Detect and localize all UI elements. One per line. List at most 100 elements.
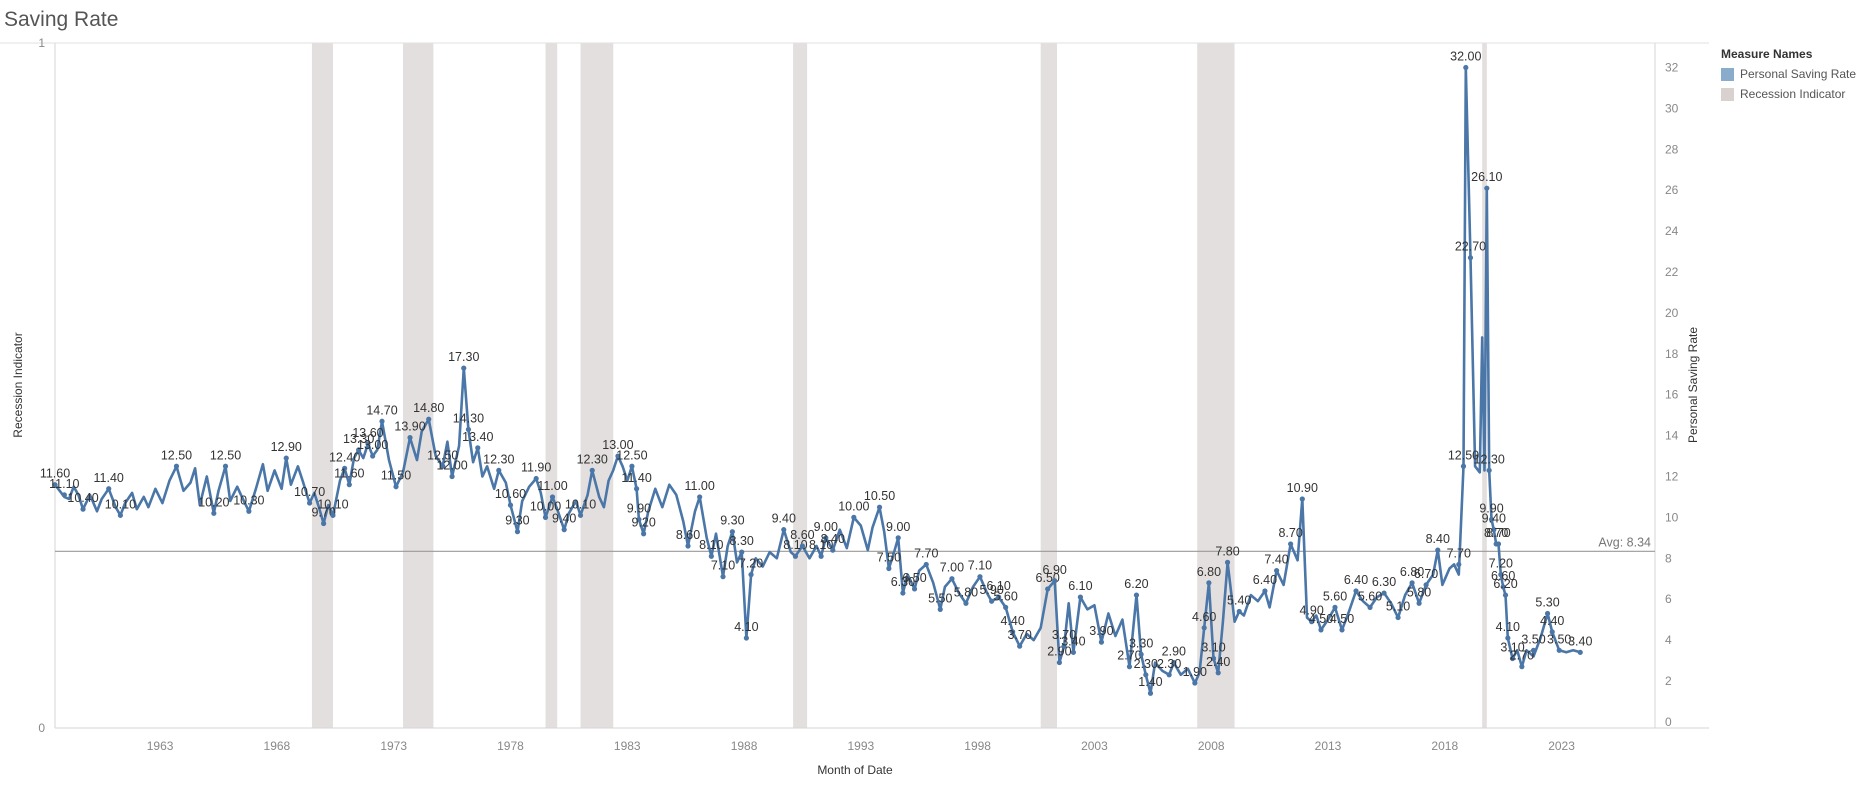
data-point-68[interactable] (1003, 604, 1009, 610)
data-point-59[interactable] (900, 590, 906, 596)
data-point-50[interactable] (792, 553, 799, 559)
data-point-113[interactable] (1486, 467, 1492, 473)
data-point-90[interactable] (1224, 559, 1231, 565)
data-point-126[interactable] (1549, 629, 1555, 635)
data-point-23[interactable] (449, 473, 455, 480)
data-point-25[interactable] (465, 426, 472, 433)
data-point-24[interactable] (461, 365, 467, 371)
data-point-114[interactable] (1488, 516, 1495, 523)
data-point-108[interactable] (1456, 561, 1462, 568)
data-point-37[interactable] (629, 463, 635, 469)
data-point-11[interactable] (321, 520, 327, 527)
data-point-21[interactable] (426, 416, 432, 422)
data-point-10[interactable] (306, 500, 313, 506)
data-point-20[interactable] (407, 435, 413, 441)
data-point-70[interactable] (1017, 643, 1023, 649)
data-point-88[interactable] (1210, 655, 1217, 662)
data-point-36[interactable] (615, 453, 621, 459)
data-point-124[interactable] (1530, 647, 1537, 653)
data-point-104[interactable] (1409, 580, 1415, 586)
data-point-1[interactable] (61, 492, 67, 498)
data-point-61[interactable] (923, 561, 929, 568)
legend-item-recession[interactable]: Recession Indicator (1721, 84, 1856, 104)
data-point-107[interactable] (1435, 547, 1441, 553)
data-point-92[interactable] (1262, 588, 1268, 594)
data-point-72[interactable] (1052, 578, 1058, 584)
data-point-83[interactable] (1171, 659, 1177, 666)
data-point-85[interactable] (1192, 680, 1198, 686)
data-point-103[interactable] (1395, 614, 1401, 621)
data-point-22[interactable] (440, 463, 446, 469)
data-point-19[interactable] (393, 484, 399, 490)
data-point-84[interactable] (1166, 672, 1172, 678)
data-point-80[interactable] (1138, 651, 1144, 657)
data-point-55[interactable] (851, 514, 857, 520)
data-point-2[interactable] (80, 506, 86, 512)
data-point-65[interactable] (977, 574, 983, 580)
data-point-44[interactable] (720, 574, 726, 580)
data-point-49[interactable] (781, 527, 787, 533)
data-point-60[interactable] (911, 586, 918, 592)
data-point-54[interactable] (830, 547, 836, 553)
data-point-62[interactable] (937, 606, 943, 613)
data-point-98[interactable] (1332, 604, 1338, 610)
data-point-17[interactable] (370, 453, 376, 459)
data-point-4[interactable] (117, 512, 124, 518)
data-point-101[interactable] (1367, 604, 1373, 610)
data-point-119[interactable] (1500, 584, 1506, 590)
legend-item-saving-rate[interactable]: Personal Saving Rate (1721, 64, 1856, 84)
data-point-14[interactable] (346, 482, 352, 488)
data-point-40[interactable] (641, 531, 647, 537)
data-point-102[interactable] (1381, 590, 1387, 596)
data-point-7[interactable] (222, 463, 229, 469)
data-point-18[interactable] (379, 418, 385, 424)
data-point-93[interactable] (1274, 567, 1280, 574)
data-point-69[interactable] (1010, 629, 1016, 635)
data-point-47[interactable] (743, 635, 749, 641)
data-point-51[interactable] (799, 543, 806, 549)
data-point-33[interactable] (561, 527, 567, 533)
data-point-128[interactable] (1577, 649, 1583, 655)
data-point-38[interactable] (634, 486, 640, 492)
data-point-79[interactable] (1133, 592, 1140, 598)
data-point-125[interactable] (1544, 610, 1551, 617)
data-point-6[interactable] (211, 510, 217, 516)
data-point-16[interactable] (365, 441, 371, 447)
data-point-111[interactable] (1467, 255, 1474, 261)
data-point-43[interactable] (708, 553, 714, 559)
data-point-5[interactable] (173, 463, 180, 469)
data-point-81[interactable] (1143, 672, 1149, 678)
data-point-78[interactable] (1126, 664, 1133, 670)
data-point-53[interactable] (823, 535, 829, 541)
data-point-120[interactable] (1502, 592, 1509, 598)
data-point-9[interactable] (283, 455, 289, 461)
data-point-87[interactable] (1206, 580, 1212, 586)
data-point-74[interactable] (1061, 643, 1067, 649)
data-point-39[interactable] (636, 516, 642, 523)
data-point-100[interactable] (1353, 588, 1359, 594)
data-point-56[interactable] (876, 504, 883, 510)
data-point-127[interactable] (1556, 647, 1562, 653)
data-point-86[interactable] (1201, 625, 1207, 631)
data-point-105[interactable] (1416, 600, 1422, 606)
data-point-42[interactable] (697, 494, 703, 500)
data-point-99[interactable] (1339, 627, 1345, 633)
data-point-41[interactable] (685, 543, 691, 549)
data-point-115[interactable] (1491, 527, 1497, 533)
data-point-109[interactable] (1460, 463, 1467, 469)
saving-rate-line[interactable] (53, 66, 1581, 695)
data-point-32[interactable] (549, 494, 556, 500)
data-point-58[interactable] (895, 535, 901, 541)
data-point-57[interactable] (886, 565, 892, 572)
data-point-63[interactable] (949, 576, 955, 582)
data-point-122[interactable] (1509, 655, 1516, 662)
data-point-48[interactable] (748, 572, 754, 578)
data-point-76[interactable] (1077, 594, 1084, 600)
data-point-8[interactable] (246, 508, 252, 514)
saving-rate-series[interactable] (53, 66, 1581, 695)
data-point-15[interactable] (356, 447, 362, 453)
data-point-64[interactable] (963, 600, 969, 606)
data-point-77[interactable] (1098, 639, 1105, 645)
data-point-89[interactable] (1215, 670, 1221, 676)
data-point-3[interactable] (106, 486, 112, 492)
